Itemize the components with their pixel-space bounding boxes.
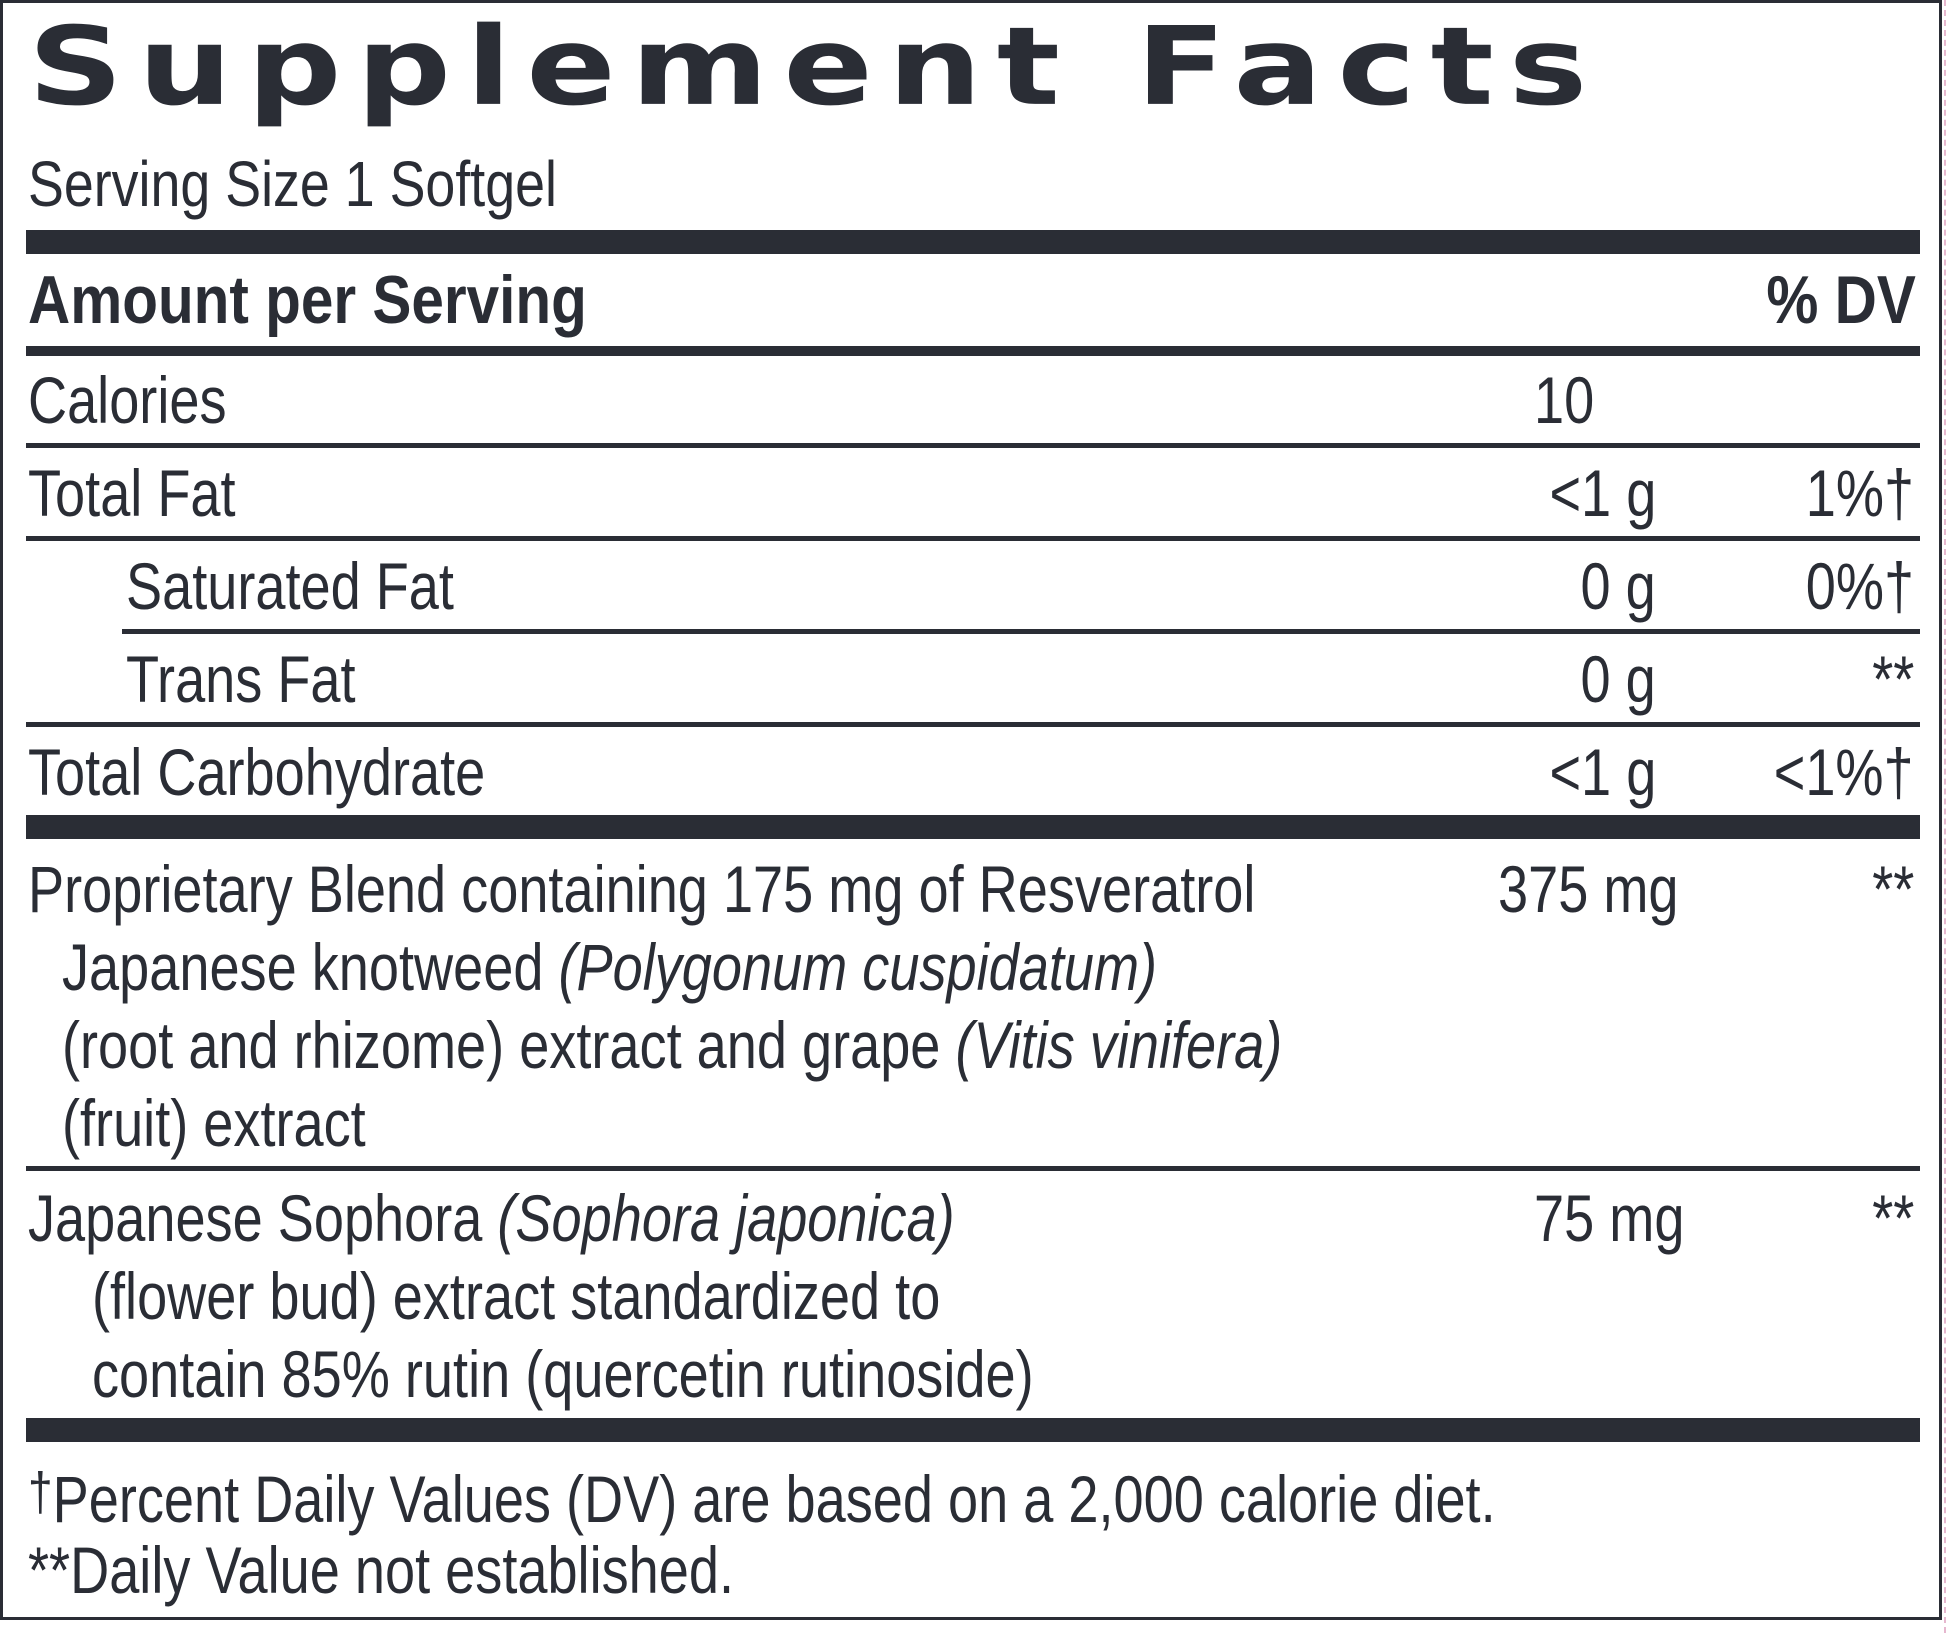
trans-fat-amount: 0 g [1580,642,1656,716]
saturated-fat-dv: 0%† [1805,549,1914,623]
total-fat-label: Total Fat [28,456,236,530]
sophora-line-1: Japanese Sophora (Sophora japonica) [28,1181,955,1255]
medium-divider [26,346,1920,356]
sophora-line-1-text: Japanese Sophora [28,1181,498,1255]
sophora-amount: 75 mg [1534,1181,1685,1255]
sophora-line-2: (flower bud) extract standardized to [92,1259,941,1333]
dv-header: % DV [1766,262,1916,338]
row-divider [26,1166,1920,1171]
sophora-line-3: contain 85% rutin (quercetin rutinoside) [92,1337,1034,1411]
blend-line-2-text: Japanese knotweed [62,930,559,1004]
saturated-fat-label: Saturated Fat [126,549,454,623]
blend-line-3-latin: (Vitis vinifera) [955,1008,1283,1082]
saturated-fat-amount: 0 g [1580,549,1656,623]
trans-fat-label: Trans Fat [126,642,356,716]
panel-title: Supplement Facts [28,3,1603,131]
row-divider [26,722,1920,727]
sophora-dv: ** [1871,1181,1914,1255]
sophora-line-1-latin: (Sophora japonica) [497,1181,955,1255]
total-carb-label: Total Carbohydrate [28,735,486,809]
blend-line-4: (fruit) extract [62,1086,366,1160]
total-fat-dv: 1%† [1805,456,1914,530]
thick-divider [26,815,1920,839]
blend-line-2-latin: (Polygonum cuspidatum) [558,930,1158,1004]
calories-amount: 10 [1534,363,1595,437]
trans-fat-dv: ** [1871,642,1914,716]
serving-size: Serving Size 1 Softgel [28,148,557,220]
total-carb-dv: <1%† [1774,735,1914,809]
footnote-dv: †Percent Daily Values (DV) are based on … [28,1455,1496,1536]
row-divider [26,536,1920,541]
footnote-not-established: **Daily Value not established. [28,1533,734,1607]
row-divider [26,443,1920,448]
thick-divider [26,230,1920,254]
blend-line-1: Proprietary Blend containing 175 mg of R… [28,852,1256,926]
thick-divider [26,1418,1920,1442]
dagger-symbol: † [28,1462,53,1522]
blend-amount: 375 mg [1498,852,1679,926]
amount-per-serving-header: Amount per Serving [28,262,587,338]
footnote-dv-text: Percent Daily Values (DV) are based on a… [52,1462,1496,1536]
calories-label: Calories [28,363,227,437]
total-fat-amount: <1 g [1549,456,1656,530]
indented-row-divider [122,629,1920,634]
blend-line-2: Japanese knotweed (Polygonum cuspidatum) [62,930,1157,1004]
trim-line [1942,0,1946,1633]
blend-line-3-text: (root and rhizome) extract and grape [62,1008,956,1082]
total-carb-amount: <1 g [1549,735,1656,809]
blend-line-3: (root and rhizome) extract and grape (Vi… [62,1008,1282,1082]
blend-dv: ** [1871,852,1914,926]
